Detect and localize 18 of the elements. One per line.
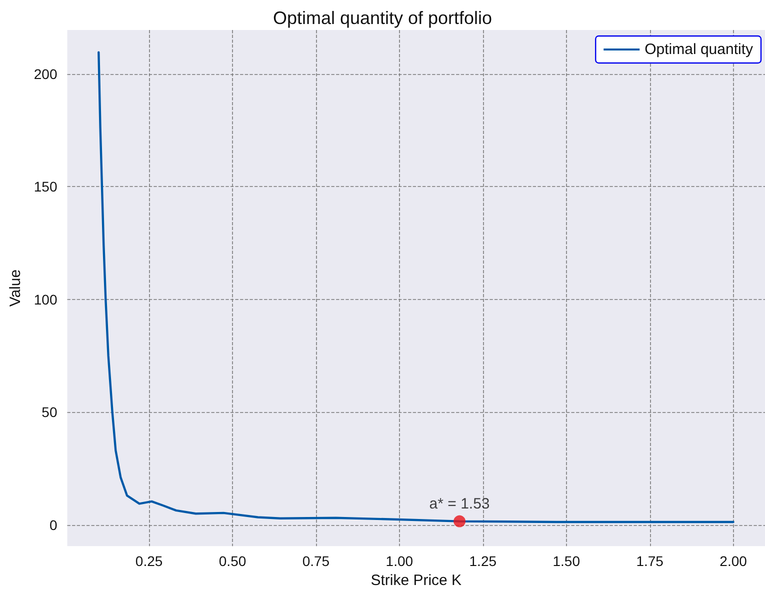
x-tick-label: 0.25 — [135, 553, 163, 570]
chart-title: Optimal quantity of portfolio — [272, 8, 492, 28]
x-tick-label: 0.75 — [302, 553, 330, 570]
x-tick-label: 1.50 — [552, 553, 580, 570]
y-tick-label: 0 — [49, 516, 58, 533]
x-tick-label: 0.50 — [218, 553, 246, 570]
y-axis-title: Value — [7, 269, 24, 307]
y-tick-label: 100 — [34, 291, 58, 308]
x-tick-label: 1.00 — [386, 553, 414, 570]
x-tick-label: 1.25 — [469, 553, 497, 570]
y-tick-label: 150 — [34, 178, 58, 195]
x-tick-label: 1.75 — [636, 553, 664, 570]
y-tick-label: 200 — [34, 66, 58, 82]
x-tick-label: 2.00 — [720, 553, 748, 570]
x-axis-title: Strike Price K — [370, 572, 462, 589]
legend-label: Optimal quantity — [644, 41, 754, 58]
annotation: a* = 1.53 — [429, 495, 490, 512]
y-tick-label: 50 — [42, 404, 58, 420]
